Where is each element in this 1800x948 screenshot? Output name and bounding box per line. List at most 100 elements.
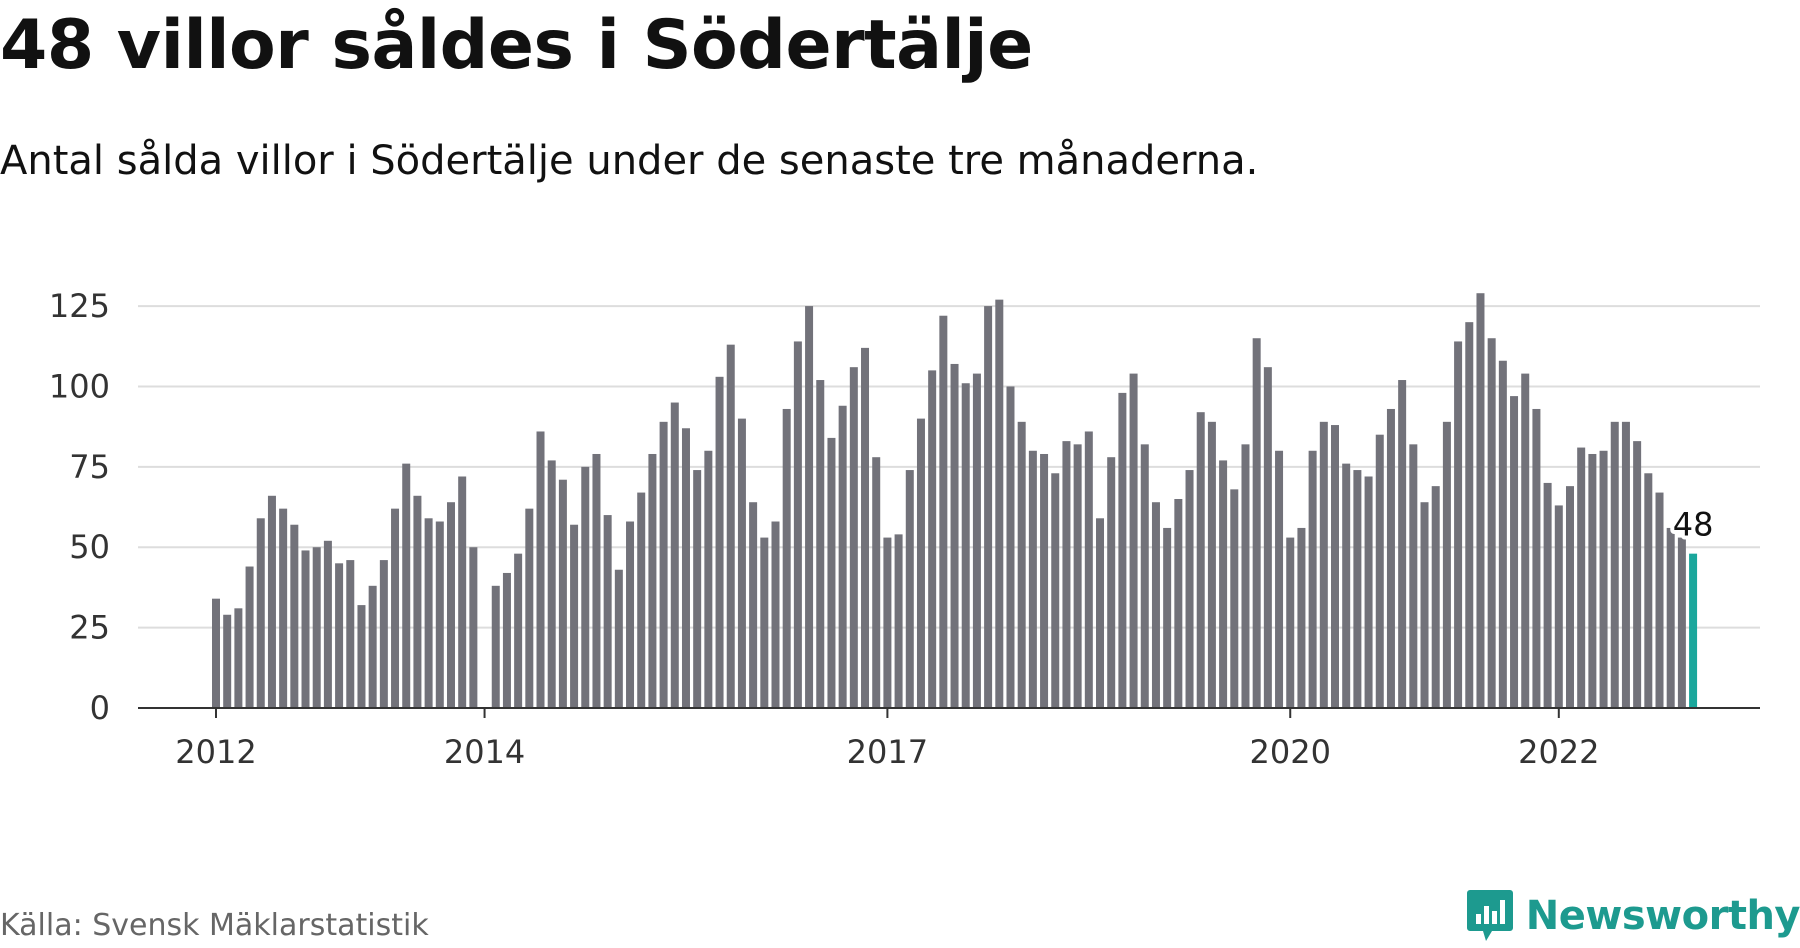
bar bbox=[1040, 453, 1049, 708]
bar bbox=[469, 547, 478, 708]
bar bbox=[883, 537, 892, 708]
bar bbox=[1219, 460, 1228, 708]
bar bbox=[581, 466, 590, 708]
bar bbox=[1454, 341, 1463, 708]
bar bbox=[1230, 489, 1239, 708]
bar bbox=[1118, 392, 1127, 708]
bar bbox=[279, 508, 288, 708]
x-tick-label: 2012 bbox=[175, 733, 256, 771]
bar bbox=[603, 515, 612, 708]
bar bbox=[905, 470, 914, 708]
bar bbox=[749, 502, 758, 708]
bar bbox=[838, 405, 847, 708]
bar bbox=[1185, 470, 1194, 708]
bar bbox=[424, 518, 433, 708]
bar bbox=[704, 450, 713, 708]
y-tick-label: 0 bbox=[90, 689, 110, 727]
axes: 0 25 50 75 100 125 2012 2014 2017 2020 2022 bbox=[49, 287, 1760, 771]
bar bbox=[1554, 505, 1563, 708]
bar bbox=[670, 402, 679, 708]
bar bbox=[1666, 527, 1675, 708]
bar bbox=[1633, 441, 1642, 708]
bar bbox=[1252, 338, 1261, 708]
bar bbox=[726, 344, 735, 708]
bar bbox=[626, 521, 635, 708]
bar bbox=[323, 540, 332, 708]
bar bbox=[1096, 518, 1105, 708]
bar bbox=[301, 550, 310, 708]
bar bbox=[502, 572, 511, 708]
bar bbox=[771, 521, 780, 708]
bar bbox=[1342, 463, 1351, 708]
bar bbox=[637, 492, 646, 708]
bar bbox=[1151, 502, 1160, 708]
bar bbox=[1331, 425, 1339, 708]
highlight-bar bbox=[1689, 553, 1698, 708]
bar bbox=[760, 537, 769, 708]
bar bbox=[1510, 396, 1519, 708]
bar bbox=[1465, 322, 1474, 708]
bar bbox=[1017, 421, 1026, 708]
bar bbox=[715, 376, 724, 708]
bar bbox=[1275, 450, 1284, 708]
bar bbox=[961, 383, 970, 708]
bar bbox=[368, 585, 377, 708]
bar bbox=[267, 495, 276, 708]
brand-name: Newsworthy bbox=[1525, 893, 1800, 939]
bar bbox=[928, 370, 937, 708]
bar bbox=[1241, 444, 1250, 708]
bar bbox=[1409, 444, 1418, 708]
bar bbox=[805, 306, 814, 708]
bar bbox=[212, 598, 220, 708]
bar bbox=[1532, 408, 1541, 708]
bar bbox=[1319, 421, 1328, 708]
bar bbox=[536, 431, 545, 708]
bar bbox=[916, 418, 925, 708]
bar bbox=[592, 453, 601, 708]
bar bbox=[256, 518, 265, 708]
bar bbox=[346, 560, 355, 708]
bar bbox=[1476, 293, 1485, 708]
bar bbox=[782, 408, 791, 708]
bar bbox=[525, 508, 534, 708]
page-subtitle: Antal sålda villor i Södertälje under de… bbox=[0, 138, 1259, 184]
brand-logo[interactable]: Newsworthy bbox=[1466, 888, 1800, 944]
bar bbox=[693, 470, 702, 708]
bar bbox=[1286, 537, 1295, 708]
bar bbox=[659, 421, 668, 708]
bar bbox=[1140, 444, 1149, 708]
bar bbox=[872, 457, 881, 708]
bar bbox=[402, 463, 411, 708]
bar bbox=[894, 534, 903, 708]
bar bbox=[1364, 476, 1373, 708]
bar bbox=[234, 608, 243, 708]
x-tick-label: 2014 bbox=[444, 733, 525, 771]
bar bbox=[1677, 537, 1686, 708]
bar bbox=[1442, 421, 1451, 708]
bar bbox=[357, 605, 366, 708]
x-tick-label: 2020 bbox=[1250, 733, 1331, 771]
bar bbox=[446, 502, 455, 708]
bar bbox=[972, 373, 981, 708]
x-tick-label: 2017 bbox=[847, 733, 928, 771]
bar bbox=[558, 479, 567, 708]
source-note: Källa: Svensk Mäklarstatistik bbox=[0, 908, 429, 943]
bar bbox=[1644, 473, 1653, 708]
bar bbox=[223, 614, 232, 708]
bars bbox=[212, 293, 1698, 708]
bar bbox=[379, 560, 388, 708]
bar bbox=[245, 566, 254, 708]
bar bbox=[1565, 486, 1574, 708]
bar bbox=[1107, 457, 1116, 708]
bar bbox=[1174, 499, 1183, 708]
bar bbox=[1521, 373, 1530, 708]
y-tick-label: 50 bbox=[69, 528, 110, 566]
bar bbox=[1431, 486, 1440, 708]
bar bbox=[995, 299, 1004, 708]
bar bbox=[1073, 444, 1082, 708]
bar bbox=[435, 521, 444, 708]
bar bbox=[458, 476, 467, 708]
data-label-halo: 48 bbox=[1673, 506, 1714, 544]
